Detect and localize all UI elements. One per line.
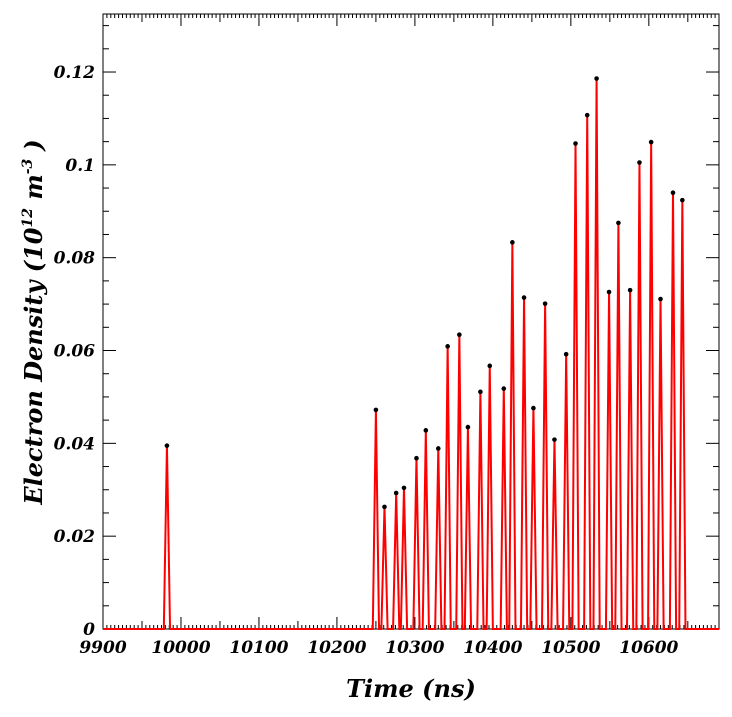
y-tick-labels: 0 0.02 0.04 0.06 0.08 0.1 0.12 [54,63,96,640]
y-axis-title-base: Electron Density (10 [19,227,48,505]
series-density [103,78,719,630]
y-tick-label: 0.1 [65,156,95,176]
x-tick-label: 10000 [151,638,210,658]
peak-point [670,190,676,195]
y-axis-title-tail: ) [19,139,48,151]
peak-point [531,405,536,411]
density-line [103,78,719,630]
peak-point [552,437,557,442]
peak-point [393,490,399,496]
peak-point [627,287,633,293]
x-tick-label: 10400 [463,638,522,658]
plot-frame [102,13,720,630]
peak-point [401,485,407,491]
peak-point [648,139,654,145]
x-tick-label: 9900 [79,638,126,658]
peak-point [637,160,642,165]
peak-point [164,443,170,448]
peak-point [563,351,569,357]
peak-point [457,332,462,338]
peak-point [414,455,419,461]
y-tick-label: 0.06 [54,342,96,362]
y-tick-label: 0.04 [54,434,95,454]
peak-point [658,296,663,302]
x-tick-label: 10300 [385,638,444,658]
major-ticks [102,14,719,630]
y-tick-label: 0.12 [54,63,96,83]
peak-point [606,289,612,295]
minor-ticks [103,14,720,629]
x-axis-title: Time (ns) [346,674,476,703]
peak-point [501,386,507,391]
y-tick-label: 0.02 [54,527,96,547]
peak-point [542,301,548,306]
peak-point [616,220,621,226]
peak-point [445,344,450,349]
y-tick-label: 0.08 [54,249,96,269]
y-axis-title-exp1: 12 [20,208,36,228]
x-tick-label: 10200 [307,638,366,658]
peak-point [680,197,685,203]
peak-point [478,389,483,395]
peak-point [373,407,379,413]
y-axis-title-mid: m [19,174,48,208]
x-tick-label: 10100 [229,638,288,658]
y-axis-title-exp2: -3 [20,158,36,174]
x-tick-label: 10500 [541,638,600,658]
peak-point [465,424,471,430]
peak-point [382,504,387,510]
peak-point [423,428,429,433]
peak-markers [164,76,685,510]
y-tick-label: 0 [83,620,95,640]
peak-point [435,446,441,451]
y-axis-title: Electron Density (1012 m-3) [19,139,48,505]
peak-point [573,141,578,146]
peak-point [594,76,599,81]
peak-point [521,295,527,300]
peak-point [510,240,515,245]
x-tick-label: 10600 [619,638,678,658]
peak-point [487,363,493,369]
x-tick-labels: 9900 10000 10100 10200 10300 10400 10500 10600 [79,638,678,658]
peak-point [584,112,590,118]
